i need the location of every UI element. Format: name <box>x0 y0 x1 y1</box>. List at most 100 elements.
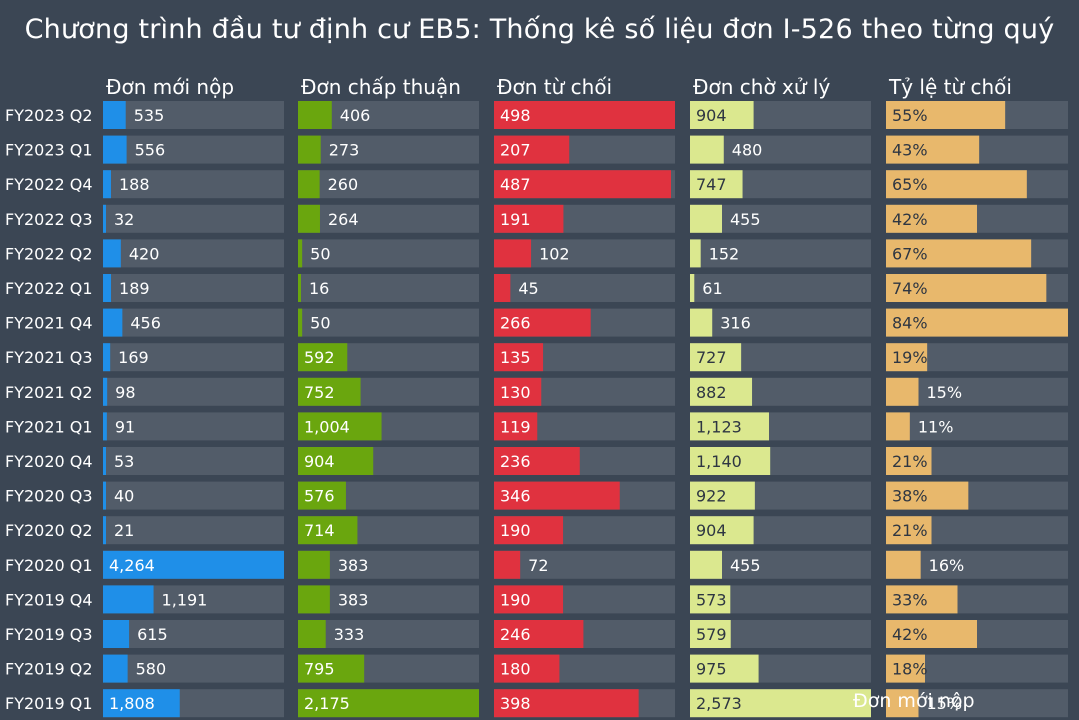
bar <box>690 101 754 129</box>
data-label: 53 <box>114 452 134 471</box>
data-label: 480 <box>732 141 763 160</box>
data-label: 727 <box>696 348 727 367</box>
bar-track <box>298 170 479 199</box>
data-label: 119 <box>500 417 531 436</box>
bar <box>103 481 106 510</box>
bar <box>886 101 1006 129</box>
bar <box>103 204 106 233</box>
bar <box>103 516 106 545</box>
data-label: 15% <box>927 694 963 713</box>
bar <box>886 170 1027 199</box>
data-label: 169 <box>118 348 149 367</box>
data-label: 91 <box>115 417 135 436</box>
bar <box>103 101 126 129</box>
bar-track <box>103 377 284 406</box>
category-label: FY2019 Q1 <box>5 694 93 713</box>
bar <box>886 135 980 164</box>
overlay-series-label: Đơn mới nộp <box>853 690 975 712</box>
data-label: 42% <box>892 210 928 229</box>
category-label: FY2022 Q3 <box>5 210 93 229</box>
data-label: 50 <box>310 244 330 263</box>
data-label: 1,140 <box>696 452 742 471</box>
bar <box>103 550 284 579</box>
bar <box>103 170 111 199</box>
bar-track <box>103 620 284 648</box>
data-label: 2,175 <box>304 694 350 713</box>
bar <box>494 620 584 648</box>
data-label: 102 <box>539 244 570 263</box>
data-label: 795 <box>304 660 335 679</box>
bar <box>690 308 713 337</box>
data-label: 236 <box>500 452 531 471</box>
data-label: 406 <box>340 106 371 125</box>
bar <box>494 170 672 199</box>
bar <box>494 412 538 441</box>
series-header: Đơn chấp thuận <box>301 75 461 99</box>
bar <box>298 689 479 718</box>
bar <box>886 585 958 614</box>
bar <box>298 585 330 614</box>
data-label: 2,573 <box>696 694 742 713</box>
data-label: 615 <box>137 625 168 644</box>
category-label: FY2023 Q1 <box>5 141 93 160</box>
category-label: FY2022 Q2 <box>5 244 93 263</box>
bar <box>494 654 560 683</box>
bar-track <box>103 654 284 683</box>
data-label: 16% <box>929 556 965 575</box>
data-label: 556 <box>135 141 166 160</box>
bar <box>690 204 723 233</box>
bar <box>690 377 753 406</box>
category-label: FY2021 Q4 <box>5 314 93 333</box>
bar <box>886 516 932 545</box>
category-label: FY2021 Q3 <box>5 348 93 367</box>
bar <box>886 343 928 372</box>
series-header: Tỷ lệ từ chối <box>888 75 1012 99</box>
bar <box>103 308 123 337</box>
bar <box>690 170 743 199</box>
bar <box>298 274 301 302</box>
bar <box>103 135 127 164</box>
bar <box>886 412 910 441</box>
bar-track <box>103 204 284 233</box>
bar <box>690 274 695 302</box>
bar-track <box>494 550 675 579</box>
bar-track <box>886 412 1068 441</box>
data-label: 333 <box>334 625 365 644</box>
bar <box>494 239 532 268</box>
bar <box>690 585 731 614</box>
bar <box>886 239 1032 268</box>
bar <box>690 550 723 579</box>
bar-track <box>103 412 284 441</box>
bar <box>103 620 130 648</box>
data-label: 191 <box>500 210 531 229</box>
data-label: 33% <box>892 590 928 609</box>
data-label: 189 <box>119 279 150 298</box>
data-label: 273 <box>329 141 360 160</box>
bar-track <box>690 308 871 337</box>
bar <box>494 274 511 302</box>
bar <box>103 274 112 302</box>
category-label: FY2021 Q2 <box>5 383 93 402</box>
bar-track <box>103 447 284 475</box>
category-label: FY2020 Q3 <box>5 487 93 506</box>
data-label: 975 <box>696 660 727 679</box>
data-label: 383 <box>338 556 369 575</box>
data-label: 50 <box>310 314 330 333</box>
category-label: FY2022 Q1 <box>5 279 93 298</box>
data-label: 573 <box>696 590 727 609</box>
bar <box>690 620 731 648</box>
bar <box>690 689 871 718</box>
data-label: 21% <box>892 521 928 540</box>
chart-title: Chương trình đầu tư định cư EB5: Thống k… <box>24 14 1055 45</box>
data-label: 84% <box>892 314 928 333</box>
bar <box>298 481 346 510</box>
data-label: 11% <box>918 417 954 436</box>
bar <box>886 308 1068 337</box>
bar <box>690 654 759 683</box>
bar <box>494 343 544 372</box>
bar <box>298 101 332 129</box>
bar-track <box>103 274 284 302</box>
data-label: 1,123 <box>696 417 742 436</box>
bar <box>298 170 320 199</box>
bar <box>103 585 154 614</box>
